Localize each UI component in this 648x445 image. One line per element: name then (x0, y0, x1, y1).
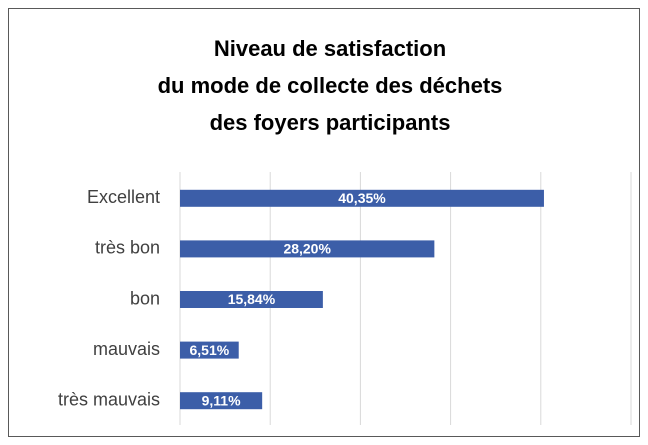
data-label: 6,51% (190, 342, 230, 358)
bar (180, 392, 263, 410)
bar (180, 341, 239, 359)
chart-title: Niveau de satisfaction (214, 36, 446, 61)
y-tick-label: Excellent (87, 187, 160, 207)
y-tick-label: très bon (95, 238, 160, 258)
chart-title: du mode de collecte des déchets (158, 73, 503, 98)
bar (180, 189, 544, 207)
data-label: 9,11% (202, 392, 241, 408)
bar (180, 240, 435, 258)
data-label: 40,35% (338, 190, 386, 206)
data-label: 28,20% (283, 241, 331, 257)
bar (180, 291, 323, 308)
y-tick-label: bon (130, 288, 160, 308)
chart-title: des foyers participants (210, 110, 451, 135)
y-tick-label: mauvais (93, 339, 160, 359)
y-tick-label: très mauvais (58, 389, 160, 409)
chart-border (8, 8, 640, 437)
data-label: 15,84% (228, 291, 276, 307)
